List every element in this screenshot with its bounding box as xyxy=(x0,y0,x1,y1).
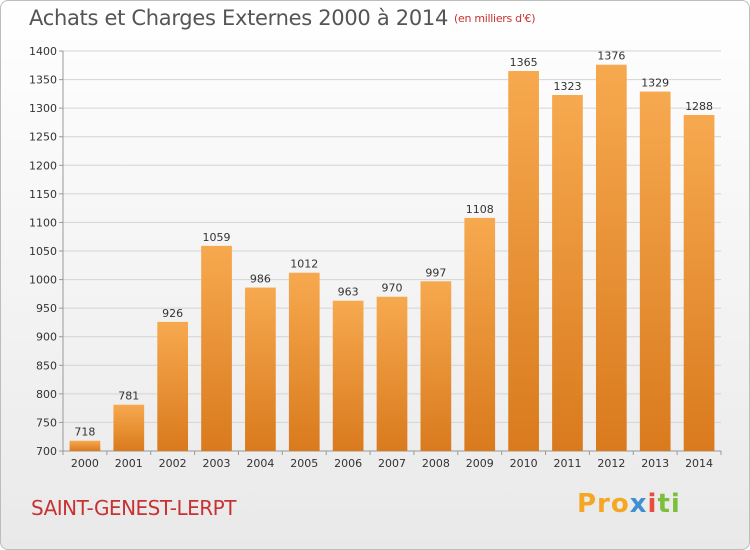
bar-2014 xyxy=(683,115,715,451)
data-label: 1059 xyxy=(203,231,231,244)
data-label: 1108 xyxy=(466,203,494,216)
chart-subtitle: (en milliers d'€) xyxy=(454,12,536,25)
chart-title-line: Achats et Charges Externes 2000 à 2014 (e… xyxy=(29,6,536,30)
x-tick-label: 2012 xyxy=(597,457,625,470)
y-tick-label: 1050 xyxy=(29,245,57,258)
bar-2001 xyxy=(113,404,145,451)
x-tick-label: 2011 xyxy=(553,457,581,470)
x-tick-label: 2003 xyxy=(203,457,231,470)
y-tick-label: 1350 xyxy=(29,74,57,87)
bar-2009 xyxy=(464,217,496,451)
bar-layer xyxy=(69,64,715,452)
x-tick-label: 2008 xyxy=(422,457,450,470)
proxiti-logo: Proxiti xyxy=(577,489,681,519)
y-tick-label: 900 xyxy=(36,331,57,344)
x-tick-label: 2010 xyxy=(510,457,538,470)
bar-2010 xyxy=(508,71,539,451)
bar-2005 xyxy=(288,272,320,451)
x-tick-label: 2014 xyxy=(685,457,713,470)
data-label: 926 xyxy=(162,307,183,320)
x-tick-label: 2002 xyxy=(159,457,187,470)
logo-part-2: x xyxy=(629,489,648,519)
data-label: 1365 xyxy=(510,56,538,69)
data-label: 1323 xyxy=(553,80,581,93)
commune-name: SAINT-GENEST-LERPT xyxy=(31,496,236,520)
data-label: 963 xyxy=(338,286,359,299)
bar-2012 xyxy=(595,64,627,451)
data-label: 781 xyxy=(118,390,139,403)
bar-2002 xyxy=(157,321,189,451)
x-tick-label: 2013 xyxy=(641,457,669,470)
logo-part-3: i xyxy=(647,489,658,519)
data-label: 970 xyxy=(382,282,403,295)
data-label: 1376 xyxy=(597,50,625,63)
data-label: 1012 xyxy=(290,258,318,271)
axis-layer: 700 750 800 850 900 950 1000 1050 1100 1150 1200 12… xyxy=(29,45,722,470)
y-tick-label: 1250 xyxy=(29,131,57,144)
data-label: 997 xyxy=(425,266,446,279)
bar-2007 xyxy=(376,296,408,451)
x-tick-label: 2004 xyxy=(246,457,274,470)
x-tick-label: 2000 xyxy=(71,457,99,470)
y-tick-label: 700 xyxy=(36,445,57,458)
data-label-layer: 718 781 926 1059 986 1012 963 970 997 1108 1365 132… xyxy=(74,50,713,439)
y-tick-label: 950 xyxy=(36,302,57,315)
chart-title: Achats et Charges Externes 2000 à 2014 xyxy=(29,6,449,30)
bar-2013 xyxy=(639,91,671,452)
logo-part-4: ti xyxy=(657,489,681,519)
x-tick-label: 2009 xyxy=(466,457,494,470)
x-tick-label: 2001 xyxy=(115,457,143,470)
bar-2000 xyxy=(69,440,101,451)
y-tick-label: 800 xyxy=(36,388,57,401)
y-tick-label: 1400 xyxy=(29,45,57,58)
y-tick-label: 750 xyxy=(36,416,57,429)
data-label: 1288 xyxy=(685,100,713,113)
data-label: 1329 xyxy=(641,77,669,90)
y-tick-label: 1200 xyxy=(29,159,57,172)
y-tick-label: 1150 xyxy=(29,188,57,201)
x-tick-label: 2005 xyxy=(290,457,318,470)
y-tick-label: 850 xyxy=(36,359,57,372)
y-tick-label: 1100 xyxy=(29,216,57,229)
y-tick-label: 1300 xyxy=(29,102,57,115)
bar-2004 xyxy=(245,287,276,451)
x-tick-label: 2006 xyxy=(334,457,362,470)
logo-part-1: Pro xyxy=(577,489,630,519)
data-label: 986 xyxy=(250,273,271,286)
bar-2003 xyxy=(201,245,232,451)
data-label: 718 xyxy=(74,426,95,439)
x-tick-label: 2007 xyxy=(378,457,406,470)
bar-2008 xyxy=(420,281,452,451)
bar-2011 xyxy=(552,95,583,451)
y-tick-label: 1000 xyxy=(29,274,57,287)
bar-2006 xyxy=(332,300,364,451)
